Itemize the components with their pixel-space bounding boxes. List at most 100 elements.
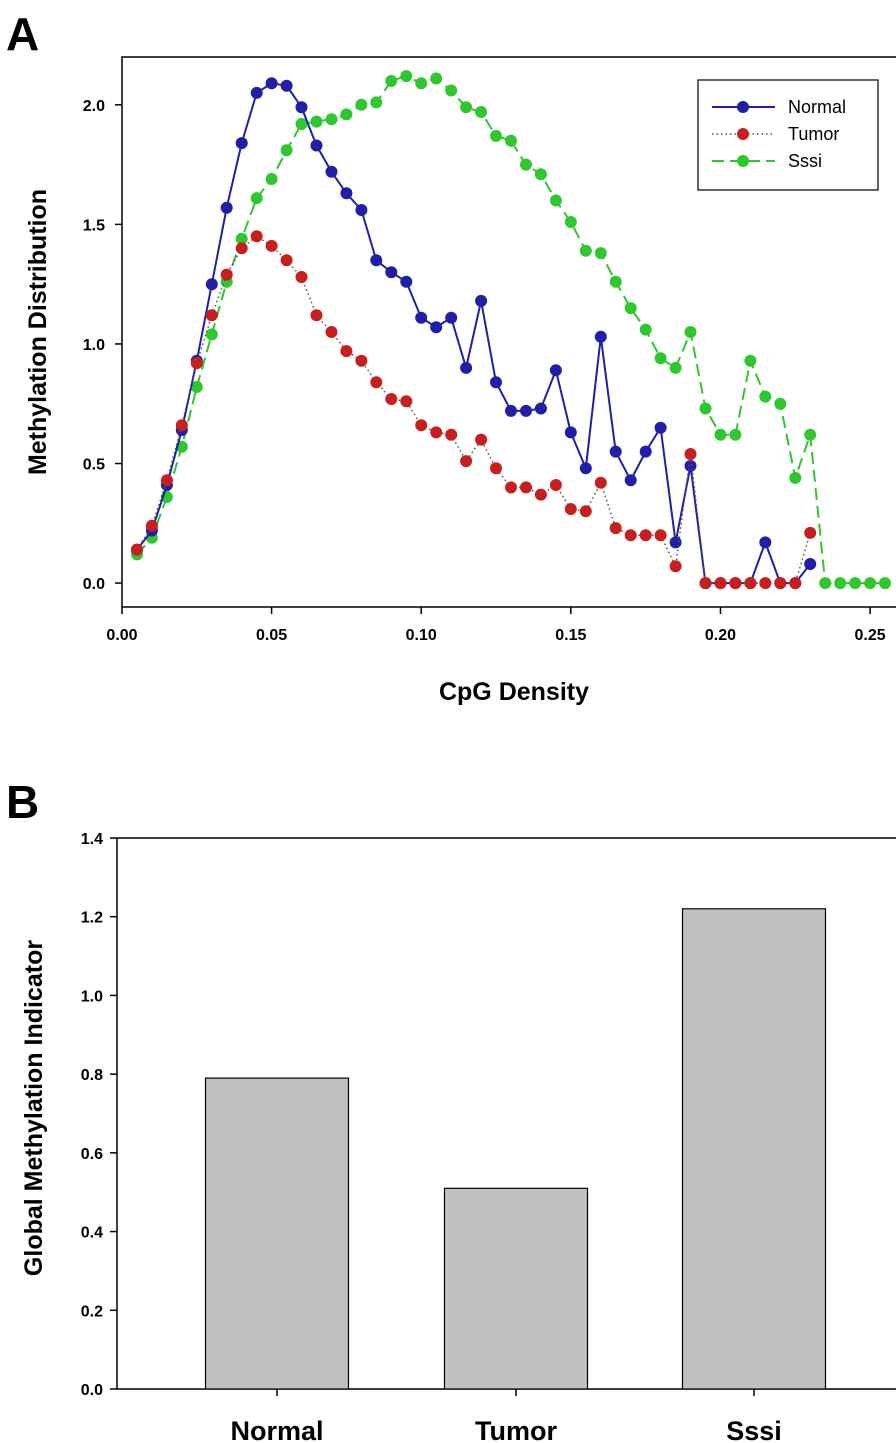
data-point-normal	[235, 137, 248, 150]
legend-label-sssi: Sssi	[788, 151, 822, 171]
data-point-tumor	[355, 354, 368, 367]
data-point-tumor	[190, 357, 203, 370]
data-point-tumor	[744, 577, 757, 590]
data-point-normal	[639, 445, 652, 458]
data-point-normal	[534, 402, 547, 415]
data-point-tumor	[639, 529, 652, 542]
data-point-tumor	[325, 326, 338, 338]
data-point-normal	[430, 321, 443, 334]
data-point-sssi	[759, 390, 772, 403]
legend-label-tumor: Tumor	[788, 124, 839, 144]
y-tick-label: 0.0	[81, 1382, 103, 1399]
data-point-sssi	[325, 113, 338, 126]
data-point-tumor	[594, 476, 607, 489]
data-point-sssi	[849, 577, 862, 590]
data-point-sssi	[729, 428, 742, 441]
data-point-tumor	[175, 419, 188, 432]
series-line-tumor	[136, 235, 811, 584]
data-point-normal	[804, 558, 817, 570]
x-tick-label: 0.10	[406, 627, 437, 644]
series-tumor	[131, 230, 817, 590]
data-point-normal	[415, 311, 428, 324]
data-point-normal	[579, 462, 592, 475]
data-point-normal	[564, 426, 577, 439]
legend-box	[697, 79, 879, 191]
data-point-sssi	[564, 216, 577, 228]
data-point-tumor	[160, 474, 173, 487]
panel-b-letter: B	[6, 776, 39, 828]
data-point-normal	[400, 275, 413, 288]
series-line-sssi	[136, 75, 885, 585]
data-point-sssi	[415, 77, 428, 90]
data-point-normal	[310, 139, 323, 152]
y-tick-label: 1.0	[81, 988, 103, 1005]
panel-b: B 0.0 0.2 0.4 0.6 0.8 1.0 1.2 1.4 Normal Tumor Sss…	[6, 776, 896, 1443]
data-point-tumor	[460, 455, 473, 468]
data-point-normal	[759, 536, 772, 549]
data-point-sssi	[250, 192, 263, 205]
data-point-sssi	[505, 134, 517, 147]
data-point-sssi	[609, 275, 622, 288]
data-point-tumor	[759, 577, 772, 590]
x-tick-label: 0.25	[855, 627, 886, 644]
data-point-tumor	[520, 481, 532, 494]
data-point-tumor	[310, 309, 323, 322]
data-point-sssi	[295, 118, 308, 130]
data-point-sssi	[639, 323, 652, 336]
data-point-sssi	[594, 247, 607, 260]
data-point-tumor	[579, 505, 592, 518]
data-point-tumor	[220, 268, 233, 281]
panel-a-ticks: 0.00 0.05 0.10 0.15 0.20 0.25 0.0 0.5 1.0 1.5 2.0	[83, 98, 886, 644]
data-point-normal	[460, 361, 473, 374]
data-point-sssi	[445, 84, 458, 97]
data-point-tumor	[804, 526, 817, 539]
data-point-sssi	[624, 302, 637, 315]
data-point-sssi	[400, 70, 413, 83]
data-point-normal	[669, 536, 682, 549]
data-point-tumor	[714, 577, 727, 590]
data-point-tumor	[415, 419, 428, 432]
bar-tumor	[443, 1187, 589, 1390]
panel-a: A 0.00 0.05 0.10 0.15 0.20 0.25 0.0 0.5 1.0 1.5 2.…	[6, 8, 896, 706]
panel-b-ticks: 0.0 0.2 0.4 0.6 0.8 1.0 1.2 1.4 Normal Tumor Sssi	[81, 831, 782, 1443]
data-point-tumor	[205, 309, 218, 322]
data-point-sssi	[280, 144, 293, 157]
data-point-tumor	[370, 376, 383, 389]
data-point-sssi	[520, 158, 532, 171]
data-point-normal	[654, 421, 667, 434]
panel-a-y-axis-title: Methylation Distribution	[24, 189, 52, 475]
data-point-sssi	[430, 72, 443, 85]
data-point-tumor	[564, 503, 577, 515]
legend-marker-normal	[737, 101, 749, 113]
data-point-tumor	[505, 481, 517, 494]
data-point-tumor	[385, 393, 398, 405]
data-point-sssi	[534, 168, 547, 181]
data-point-tumor	[340, 345, 353, 358]
data-point-sssi	[490, 129, 502, 142]
data-point-sssi	[355, 98, 368, 111]
data-point-sssi	[879, 577, 891, 590]
data-point-tumor	[131, 543, 143, 556]
data-point-tumor	[654, 529, 667, 542]
data-point-sssi	[744, 354, 757, 367]
data-point-tumor	[534, 488, 547, 501]
data-point-tumor	[145, 519, 158, 532]
data-point-sssi	[205, 328, 218, 341]
x-tick-label: 0.05	[256, 627, 287, 644]
data-point-tumor	[250, 230, 263, 243]
data-point-tumor	[490, 462, 502, 475]
data-point-tumor	[789, 577, 802, 590]
y-tick-label: 0.4	[81, 1225, 103, 1242]
data-point-normal	[385, 266, 398, 279]
category-label-normal: Normal	[230, 1416, 323, 1443]
data-point-normal	[490, 376, 502, 389]
y-tick-label: 2.0	[83, 98, 105, 115]
data-point-normal	[684, 459, 697, 472]
data-point-normal	[325, 165, 338, 178]
bar-normal	[204, 1077, 350, 1390]
data-point-tumor	[729, 577, 742, 590]
data-point-sssi	[804, 428, 817, 441]
legend-marker-sssi	[737, 155, 749, 167]
data-point-normal	[295, 101, 308, 114]
